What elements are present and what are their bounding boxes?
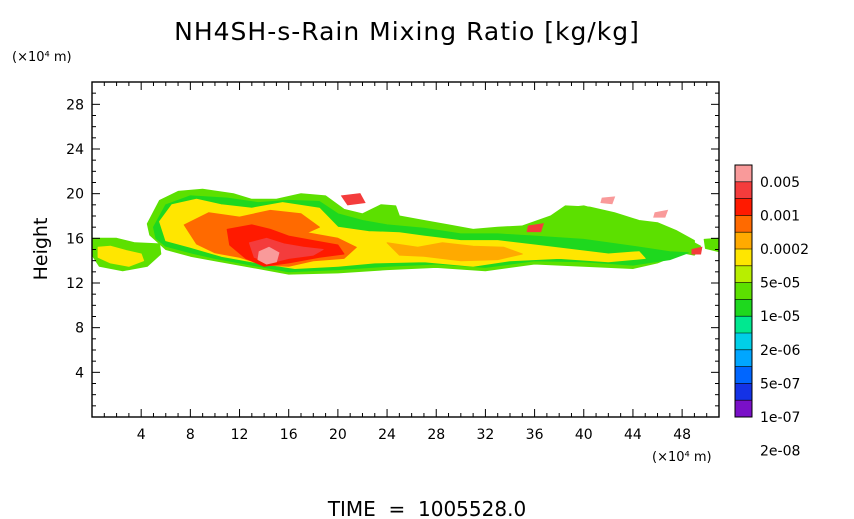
colorbar-label: 2e-08 bbox=[760, 444, 800, 460]
colorbar-label: 5e-07 bbox=[760, 376, 800, 392]
y-tick-label: 20 bbox=[66, 187, 84, 203]
y-tick-label: 12 bbox=[66, 276, 84, 292]
time-footer: TIME = 1005528.0 bbox=[327, 497, 526, 519]
colorbar-swatch bbox=[735, 316, 752, 334]
y-axis-label: Height bbox=[30, 218, 52, 281]
x-unit-label: (×10⁴ m) bbox=[652, 450, 712, 465]
field-wisp-3 bbox=[526, 223, 544, 233]
colorbar-label: 1e-05 bbox=[760, 309, 800, 325]
x-tick-label: 36 bbox=[526, 427, 544, 443]
colorbar-swatch bbox=[735, 333, 752, 351]
colorbar-swatch bbox=[735, 282, 752, 300]
x-tick-label: 4 bbox=[137, 427, 146, 443]
field-wisp-2 bbox=[653, 209, 669, 218]
colorbar-swatch bbox=[735, 232, 752, 250]
colorbar-swatch bbox=[735, 400, 752, 418]
x-tick-label: 12 bbox=[231, 427, 249, 443]
colorbar-label: 0.005 bbox=[760, 175, 800, 191]
colorbar-labels: 0.005 0.001 0.0002 5e-05 1e-05 2e-06 5e-07 1e-0… bbox=[760, 175, 809, 460]
x-tick-label: 24 bbox=[378, 427, 396, 443]
field-region-left-edge-green bbox=[97, 245, 145, 267]
x-tick-label: 32 bbox=[476, 427, 494, 443]
y-tick-label: 24 bbox=[66, 142, 84, 158]
colorbar-label: 1e-07 bbox=[760, 410, 800, 426]
field-region-right-green-ridge bbox=[386, 242, 523, 262]
colorbar-swatch bbox=[735, 383, 752, 401]
x-tick-label: 16 bbox=[280, 427, 298, 443]
x-tick-label: 44 bbox=[624, 427, 642, 443]
x-tick-label: 40 bbox=[575, 427, 593, 443]
colorbar-swatch bbox=[735, 215, 752, 233]
field-wisp-1 bbox=[600, 196, 616, 205]
y-tick-label: 4 bbox=[75, 365, 84, 381]
colorbar-frame bbox=[734, 164, 753, 418]
colorbar-label: 0.001 bbox=[760, 208, 800, 224]
colorbar-label: 5e-05 bbox=[760, 276, 800, 292]
x-tick-label: 8 bbox=[186, 427, 195, 443]
colorbar-swatch bbox=[735, 349, 752, 367]
colorbar-swatch bbox=[735, 249, 752, 267]
plot-frame bbox=[91, 81, 720, 418]
colorbar-swatch bbox=[735, 366, 752, 384]
y-tick-labels: 4 8 12 16 20 24 28 bbox=[66, 97, 84, 381]
plot-area bbox=[91, 81, 720, 418]
x-tick-label: 28 bbox=[427, 427, 445, 443]
field-region-core-red bbox=[257, 246, 280, 265]
colorbar-swatch bbox=[735, 198, 752, 216]
colorbar-swatch bbox=[735, 265, 752, 283]
colorbar-swatch bbox=[735, 181, 752, 199]
x-tick-label: 20 bbox=[329, 427, 347, 443]
y-tick-label: 28 bbox=[66, 97, 84, 113]
y-tick-label: 16 bbox=[66, 231, 84, 247]
field-region-upper-right-shelf bbox=[521, 205, 695, 253]
colorbar-swatch bbox=[735, 299, 752, 317]
y-unit-label: (×10⁴ m) bbox=[12, 50, 72, 65]
colorbar-swatch bbox=[735, 165, 752, 183]
y-tick-label: 8 bbox=[75, 321, 84, 337]
mixing-ratio-field bbox=[92, 188, 719, 275]
colorbar-label: 0.0002 bbox=[760, 242, 809, 258]
field-wisp-0 bbox=[340, 193, 366, 206]
x-tick-labels: 4 8 12 16 20 24 28 32 36 40 44 48 bbox=[137, 427, 691, 443]
x-tick-label: 48 bbox=[673, 427, 691, 443]
field-wisp-4 bbox=[691, 246, 703, 255]
colorbar bbox=[734, 164, 753, 418]
chart-title: NH4SH-s-Rain Mixing Ratio [kg/kg] bbox=[174, 17, 640, 46]
colorbar-label: 2e-06 bbox=[760, 343, 800, 359]
